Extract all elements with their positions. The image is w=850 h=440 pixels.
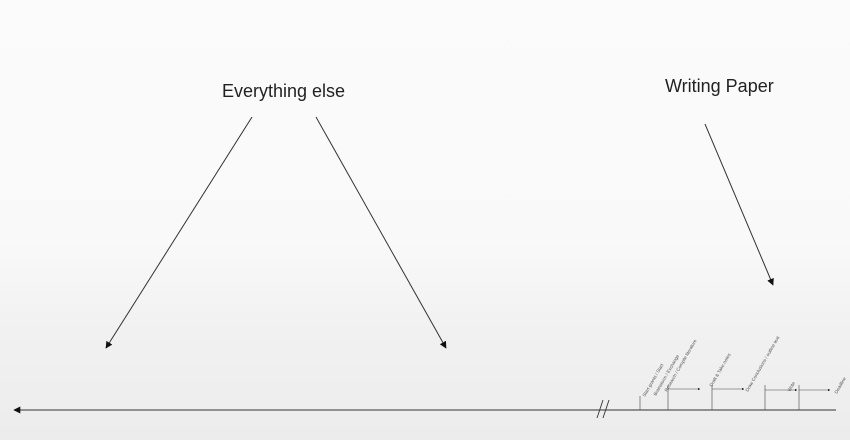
everything-else-right-arrow	[315, 116, 447, 349]
stage-label-6: Write	[787, 380, 797, 392]
writing-paper-label: Writing Paper	[665, 76, 774, 96]
everything-else-label: Everything else	[222, 81, 346, 101]
writing-paper-arrow	[704, 123, 774, 286]
everything-else-left-arrow	[105, 116, 253, 349]
stage-connectors	[639, 385, 831, 410]
stage-label-4: Draft & Take notes	[709, 352, 733, 388]
stage-label-5: Draw Conclusions / outline text	[745, 335, 781, 393]
stage-label-7: Deadline	[834, 376, 848, 395]
timeline-break-mark	[596, 399, 610, 419]
